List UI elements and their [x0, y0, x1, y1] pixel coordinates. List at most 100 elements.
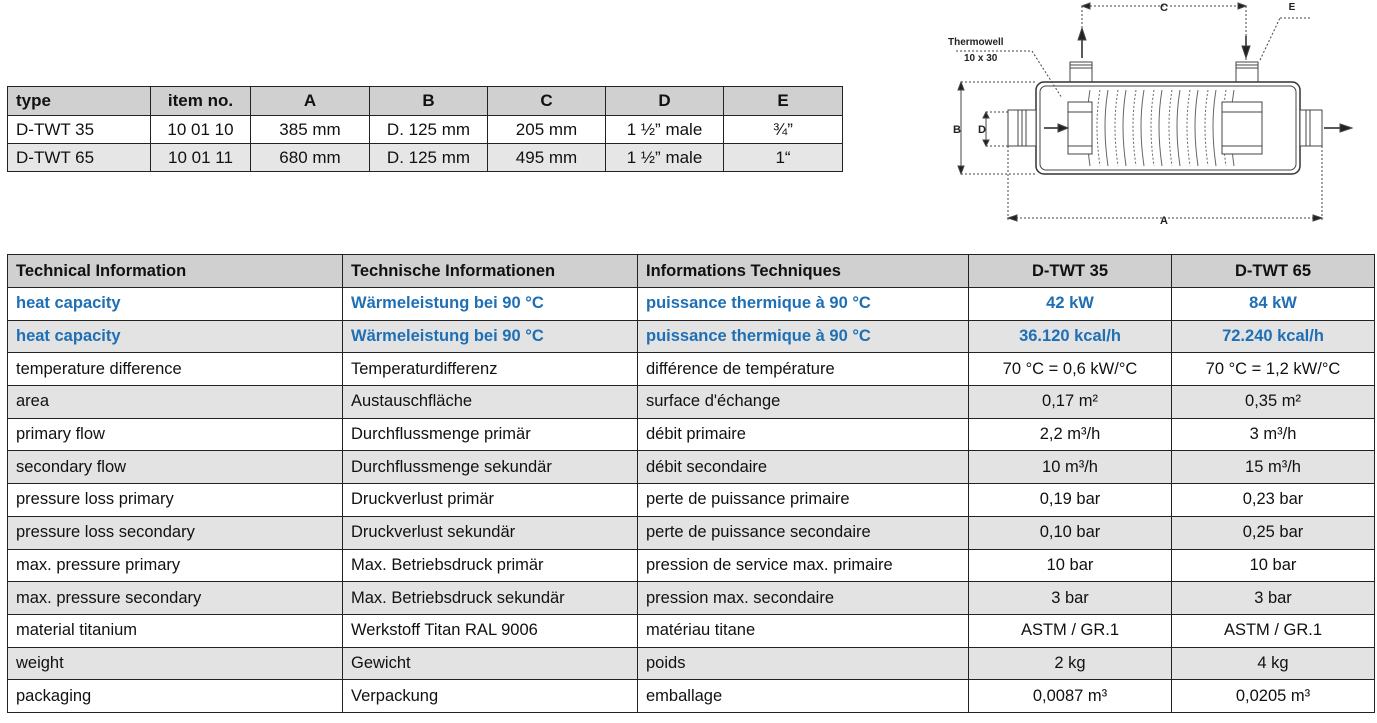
- table-cell: 10 01 11: [150, 143, 251, 172]
- table-cell: 36.120 kcal/h: [968, 319, 1172, 354]
- table-cell: pression de service max. primaire: [637, 548, 969, 583]
- column-header: C: [487, 86, 606, 116]
- technical-header-row: Technical Information Technische Informat…: [7, 254, 1375, 288]
- table-cell: 10 01 10: [150, 115, 251, 144]
- table-cell: temperature difference: [7, 352, 343, 387]
- table-cell: D. 125 mm: [369, 143, 488, 172]
- dimension-e-label: E: [1289, 2, 1296, 13]
- table-row: pressure loss primary Druckverlust primär…: [7, 483, 1375, 517]
- table-cell: 72.240 kcal/h: [1171, 319, 1375, 354]
- table-row: pressure loss secondary Druckverlust seku…: [7, 515, 1375, 550]
- column-header: E: [723, 86, 843, 116]
- table-cell: 0,17 m²: [968, 385, 1172, 419]
- column-header: B: [369, 86, 488, 116]
- table-cell: 15 m³/h: [1171, 450, 1375, 485]
- table-cell: 42 kW: [968, 287, 1172, 321]
- table-row: max. pressure primary Max. Betriebsdruck …: [7, 548, 1375, 583]
- table-cell: poids: [637, 646, 969, 681]
- table-row: D-TWT 35 10 01 10 385 mm D. 125 mm 205 mm 1 ½…: [7, 115, 843, 144]
- column-header: D-TWT 35: [968, 254, 1172, 288]
- table-cell: 10 m³/h: [968, 450, 1172, 485]
- technical-information-table: Technical Information Technische Informat…: [7, 254, 1375, 713]
- table-cell: 680 mm: [250, 143, 370, 172]
- table-cell: Durchflussmenge primär: [342, 417, 638, 452]
- table-cell: 1“: [723, 143, 843, 172]
- table-cell: Temperaturdifferenz: [342, 352, 638, 387]
- table-cell: Max. Betriebsdruck primär: [342, 548, 638, 583]
- dimension-b-label: B: [953, 124, 961, 136]
- column-header: item no.: [150, 86, 251, 116]
- table-cell: 0,10 bar: [968, 515, 1172, 550]
- table-cell: pression max. secondaire: [637, 581, 969, 615]
- table-cell: Verpackung: [342, 679, 638, 713]
- table-cell: 4 kg: [1171, 646, 1375, 681]
- table-cell: ¾”: [723, 115, 843, 144]
- table-row: heat capacity Wärmeleistung bei 90 °C puis…: [7, 319, 1375, 354]
- table-cell: Gewicht: [342, 646, 638, 681]
- table-cell: Wärmeleistung bei 90 °C: [342, 287, 638, 321]
- column-header: A: [250, 86, 370, 116]
- table-cell: 0,0205 m³: [1171, 679, 1375, 713]
- table-cell: perte de puissance primaire: [637, 483, 969, 517]
- column-header: Informations Techniques: [637, 254, 969, 288]
- table-row: material titanium Werkstoff Titan RAL 900…: [7, 613, 1375, 648]
- table-cell: 495 mm: [487, 143, 606, 172]
- table-cell: 385 mm: [250, 115, 370, 144]
- table-cell: 1 ½” male: [605, 115, 724, 144]
- table-cell: 3 bar: [1171, 581, 1375, 615]
- table-cell: 0,19 bar: [968, 483, 1172, 517]
- table-row: heat capacity Wärmeleistung bei 90 °C puis…: [7, 287, 1375, 321]
- table-cell: emballage: [637, 679, 969, 713]
- table-row: packaging Verpackung emballage 0,0087 m³ 0,0…: [7, 679, 1375, 713]
- table-row: D-TWT 65 10 01 11 680 mm D. 125 mm 495 mm 1 ½…: [7, 143, 843, 172]
- table-cell: 70 °C = 0,6 kW/°C: [968, 352, 1172, 387]
- table-cell: Austauschfläche: [342, 385, 638, 419]
- table-cell: max. pressure secondary: [7, 581, 343, 615]
- table-cell: Druckverlust primär: [342, 483, 638, 517]
- column-header: Technical Information: [7, 254, 343, 288]
- heat-exchanger-diagram: C E Thermowell 10 x 30 B D A: [948, 2, 1354, 227]
- table-cell: 205 mm: [487, 115, 606, 144]
- table-cell: D-TWT 65: [7, 143, 151, 172]
- table-cell: 0,0087 m³: [968, 679, 1172, 713]
- table-cell: primary flow: [7, 417, 343, 452]
- table-row: area Austauschfläche surface d'échange 0,17…: [7, 385, 1375, 419]
- table-cell: Druckverlust sekundär: [342, 515, 638, 550]
- table-row: secondary flow Durchflussmenge sekundär dé…: [7, 450, 1375, 485]
- table-cell: heat capacity: [7, 287, 343, 321]
- table-cell: pressure loss secondary: [7, 515, 343, 550]
- thermowell-size-label: 10 x 30: [964, 53, 998, 64]
- table-cell: Durchflussmenge sekundär: [342, 450, 638, 485]
- table-cell: 0,35 m²: [1171, 385, 1375, 419]
- table-cell: différence de température: [637, 352, 969, 387]
- dimension-a-label: A: [1160, 215, 1168, 227]
- table-cell: 3 bar: [968, 581, 1172, 615]
- table-cell: 0,23 bar: [1171, 483, 1375, 517]
- table-cell: débit primaire: [637, 417, 969, 452]
- table-row: temperature difference Temperaturdifferen…: [7, 352, 1375, 387]
- column-header: Technische Informationen: [342, 254, 638, 288]
- column-header: D: [605, 86, 724, 116]
- table-cell: material titanium: [7, 613, 343, 648]
- table-cell: Werkstoff Titan RAL 9006: [342, 613, 638, 648]
- table-cell: débit secondaire: [637, 450, 969, 485]
- table-cell: D. 125 mm: [369, 115, 488, 144]
- table-cell: max. pressure primary: [7, 548, 343, 583]
- dimension-d-label: D: [978, 124, 986, 136]
- table-row: max. pressure secondary Max. Betriebsdruc…: [7, 581, 1375, 615]
- table-cell: ASTM / GR.1: [968, 613, 1172, 648]
- column-header: type: [7, 86, 151, 116]
- table-cell: heat capacity: [7, 319, 343, 354]
- table-cell: secondary flow: [7, 450, 343, 485]
- table-row: weight Gewicht poids 2 kg 4 kg: [7, 646, 1375, 681]
- column-header: D-TWT 65: [1171, 254, 1375, 288]
- table-cell: pressure loss primary: [7, 483, 343, 517]
- thermowell-label: Thermowell: [948, 37, 1004, 48]
- table-cell: 2 kg: [968, 646, 1172, 681]
- table-cell: 0,25 bar: [1171, 515, 1375, 550]
- table-cell: perte de puissance secondaire: [637, 515, 969, 550]
- table-row: primary flow Durchflussmenge primär débit …: [7, 417, 1375, 452]
- dimension-c-label: C: [1160, 2, 1168, 14]
- table-cell: D-TWT 35: [7, 115, 151, 144]
- table-cell: 3 m³/h: [1171, 417, 1375, 452]
